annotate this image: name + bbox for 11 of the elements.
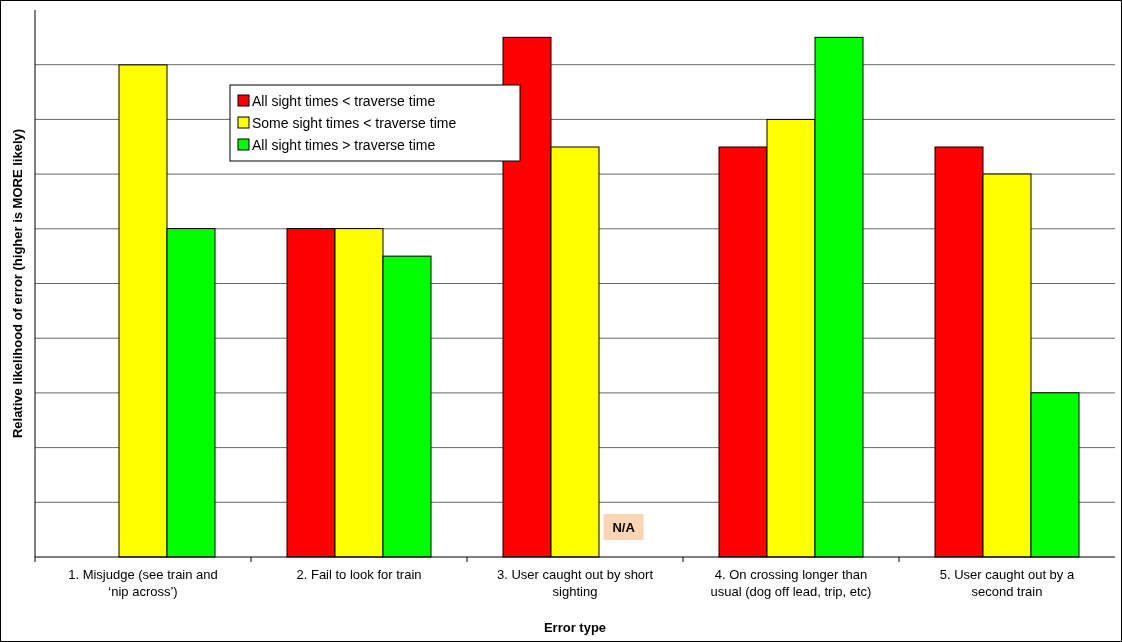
x-tick-label: 2. Fail to look for train	[296, 567, 422, 582]
x-tick-label: 4. On crossing longer than usual (dog off lead, trip, etc)	[710, 567, 872, 599]
x-axis-title: Error type	[543, 620, 607, 635]
x-tick-label: 5. User caught out by a second train	[939, 567, 1075, 599]
x-tick-label: 1. Misjudge (see train and ‘nip across’)	[68, 567, 218, 599]
annotation: N/A	[612, 520, 636, 535]
legend-label: All sight times > traverse time	[252, 137, 436, 153]
legend-label: All sight times < traverse time	[252, 93, 436, 109]
y-axis-title: Relative likelihood of error (higher is MORE likely)	[10, 128, 25, 439]
legend-label: Some sight times < traverse time	[252, 115, 457, 131]
x-tick-label: 3. User caught out by short sighting	[496, 567, 654, 599]
